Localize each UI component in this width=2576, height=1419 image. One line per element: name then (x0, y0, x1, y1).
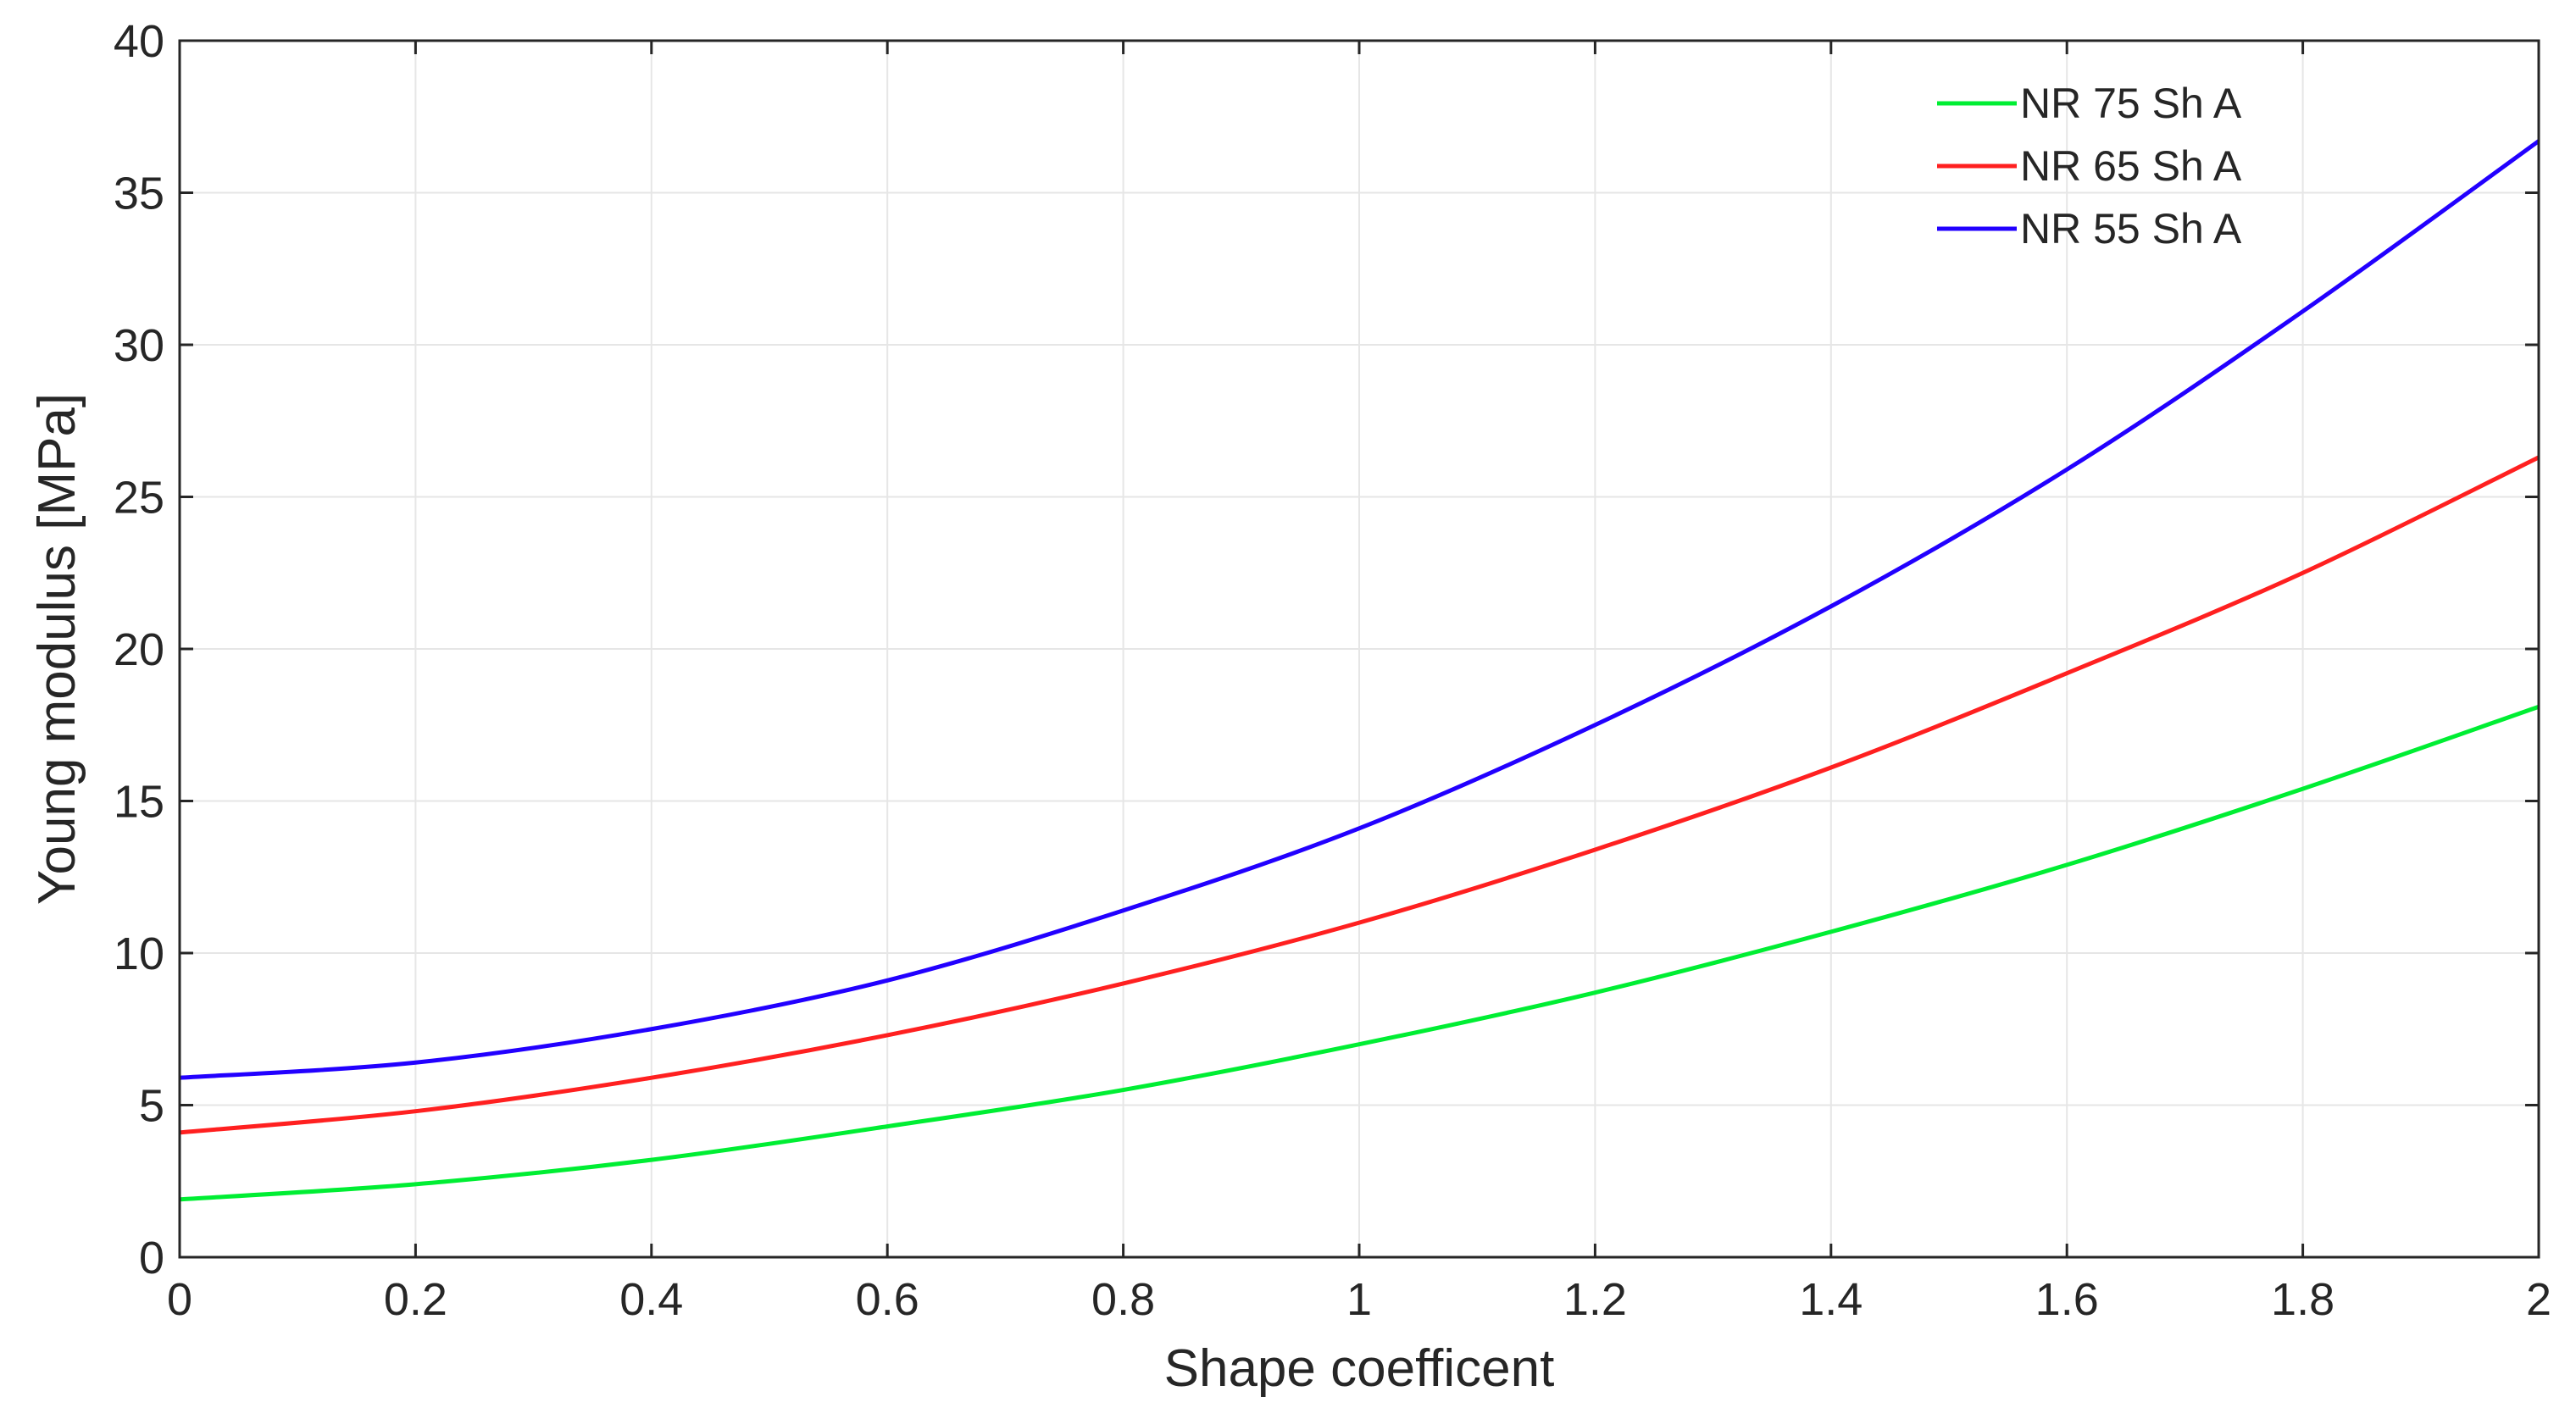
y-tick-label: 40 (114, 16, 164, 67)
y-tick-label: 5 (139, 1081, 164, 1132)
y-tick-label: 25 (114, 473, 164, 524)
x-tick-label: 0.2 (384, 1274, 447, 1325)
series-line-1 (179, 704, 2540, 1202)
legend-label-1: NR 75 Sh A (2020, 80, 2242, 127)
series-line-3 (179, 139, 2540, 1080)
x-tick-label: 0 (167, 1274, 192, 1325)
y-tick-label: 35 (114, 169, 164, 219)
x-tick-label: 1.2 (1563, 1274, 1627, 1325)
x-tick-label: 0.8 (1091, 1274, 1155, 1325)
y-tick-label: 0 (139, 1233, 164, 1283)
legend-label-2: NR 65 Sh A (2020, 142, 2242, 190)
x-tick-label: 1.4 (1799, 1274, 1863, 1325)
y-tick-label: 20 (114, 624, 164, 675)
y-tick-labels: 0 5 10 15 20 25 30 35 40 (114, 16, 164, 1283)
y-tick-label: 15 (114, 777, 164, 828)
x-tick-label: 1 (1346, 1274, 1372, 1325)
y-tick-label: 30 (114, 320, 164, 371)
x-tick-label: 0.6 (856, 1274, 919, 1325)
x-tick-label: 0.4 (619, 1274, 683, 1325)
series-lines (179, 139, 2540, 1202)
series-line-2 (179, 455, 2540, 1135)
legend: NR 75 Sh A NR 65 Sh A NR 55 Sh A (1937, 80, 2242, 252)
x-tick-label: 1.8 (2271, 1274, 2334, 1325)
x-tick-label: 2 (2526, 1274, 2551, 1325)
x-tick-labels: 0 0.2 0.4 0.6 0.8 1 1.2 1.4 1.6 1.8 2 (167, 1274, 2551, 1325)
x-tick-label: 1.6 (2035, 1274, 2099, 1325)
axis-ticks (178, 39, 2540, 1259)
x-axis-title: Shape coefficent (1164, 1339, 1555, 1398)
y-tick-label: 10 (114, 928, 164, 979)
legend-label-3: NR 55 Sh A (2020, 205, 2242, 252)
y-axis-title: Young modulus [MPa] (28, 393, 86, 905)
